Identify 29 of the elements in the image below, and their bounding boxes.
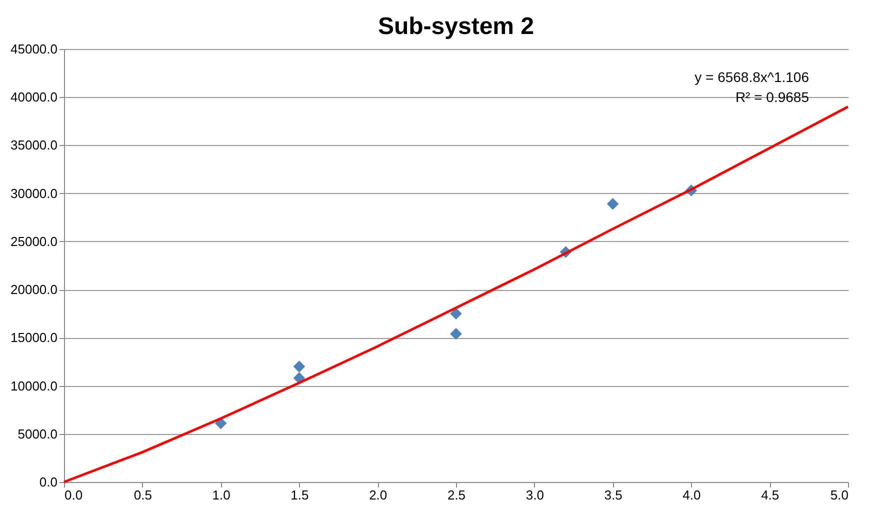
point [293,360,306,372]
x-tick-label: 5.0 [830,488,848,502]
point [450,308,462,320]
x-tick-label: 3.0 [526,488,544,502]
x-tick-label: 4.0 [682,488,701,502]
y-tick-label: 30000.0 [10,186,58,201]
x-tick-label: 0.0 [64,488,83,502]
y-tick-label: 35000.0 [10,138,58,153]
annotation: R² = 0.9685 [735,89,810,105]
x-tick-label: 1.0 [212,488,230,502]
chart-title: Sub-system 2 [378,13,534,40]
y-tick-label: 5000.0 [18,426,58,442]
y-tick-label: 10000.0 [10,378,58,394]
point [606,198,619,210]
x-tick-label: 0.5 [134,488,152,502]
annotation: y = 6568.8x^1.106 [694,69,810,85]
y-tick-label: 40000.0 [10,90,58,105]
point [450,328,462,340]
x-tick-label: 3.5 [604,488,622,502]
y-tick-label: 25000.0 [10,234,58,249]
point [293,372,306,384]
y-tick-label: 20000.0 [10,282,58,298]
x-tick-label: 1.5 [290,488,309,502]
x-tick-label: 2.0 [369,488,388,502]
y-tick-label: 45000.0 [10,42,58,56]
x-tick-label: 4.5 [761,488,780,502]
y-tick-label: 0.0 [39,474,58,490]
y-tick-label: 15000.0 [10,330,58,346]
x-tick-label: 2.5 [447,488,466,502]
